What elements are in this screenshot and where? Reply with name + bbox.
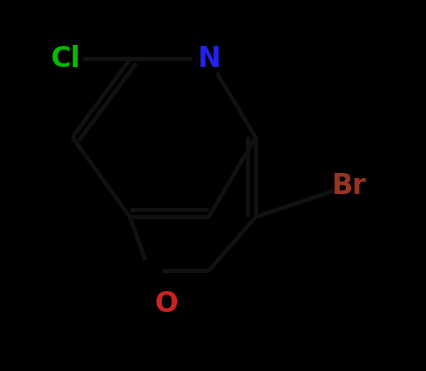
Text: Br: Br [332,171,367,200]
Text: N: N [197,45,220,73]
Text: Cl: Cl [51,45,81,73]
Text: O: O [154,290,178,318]
